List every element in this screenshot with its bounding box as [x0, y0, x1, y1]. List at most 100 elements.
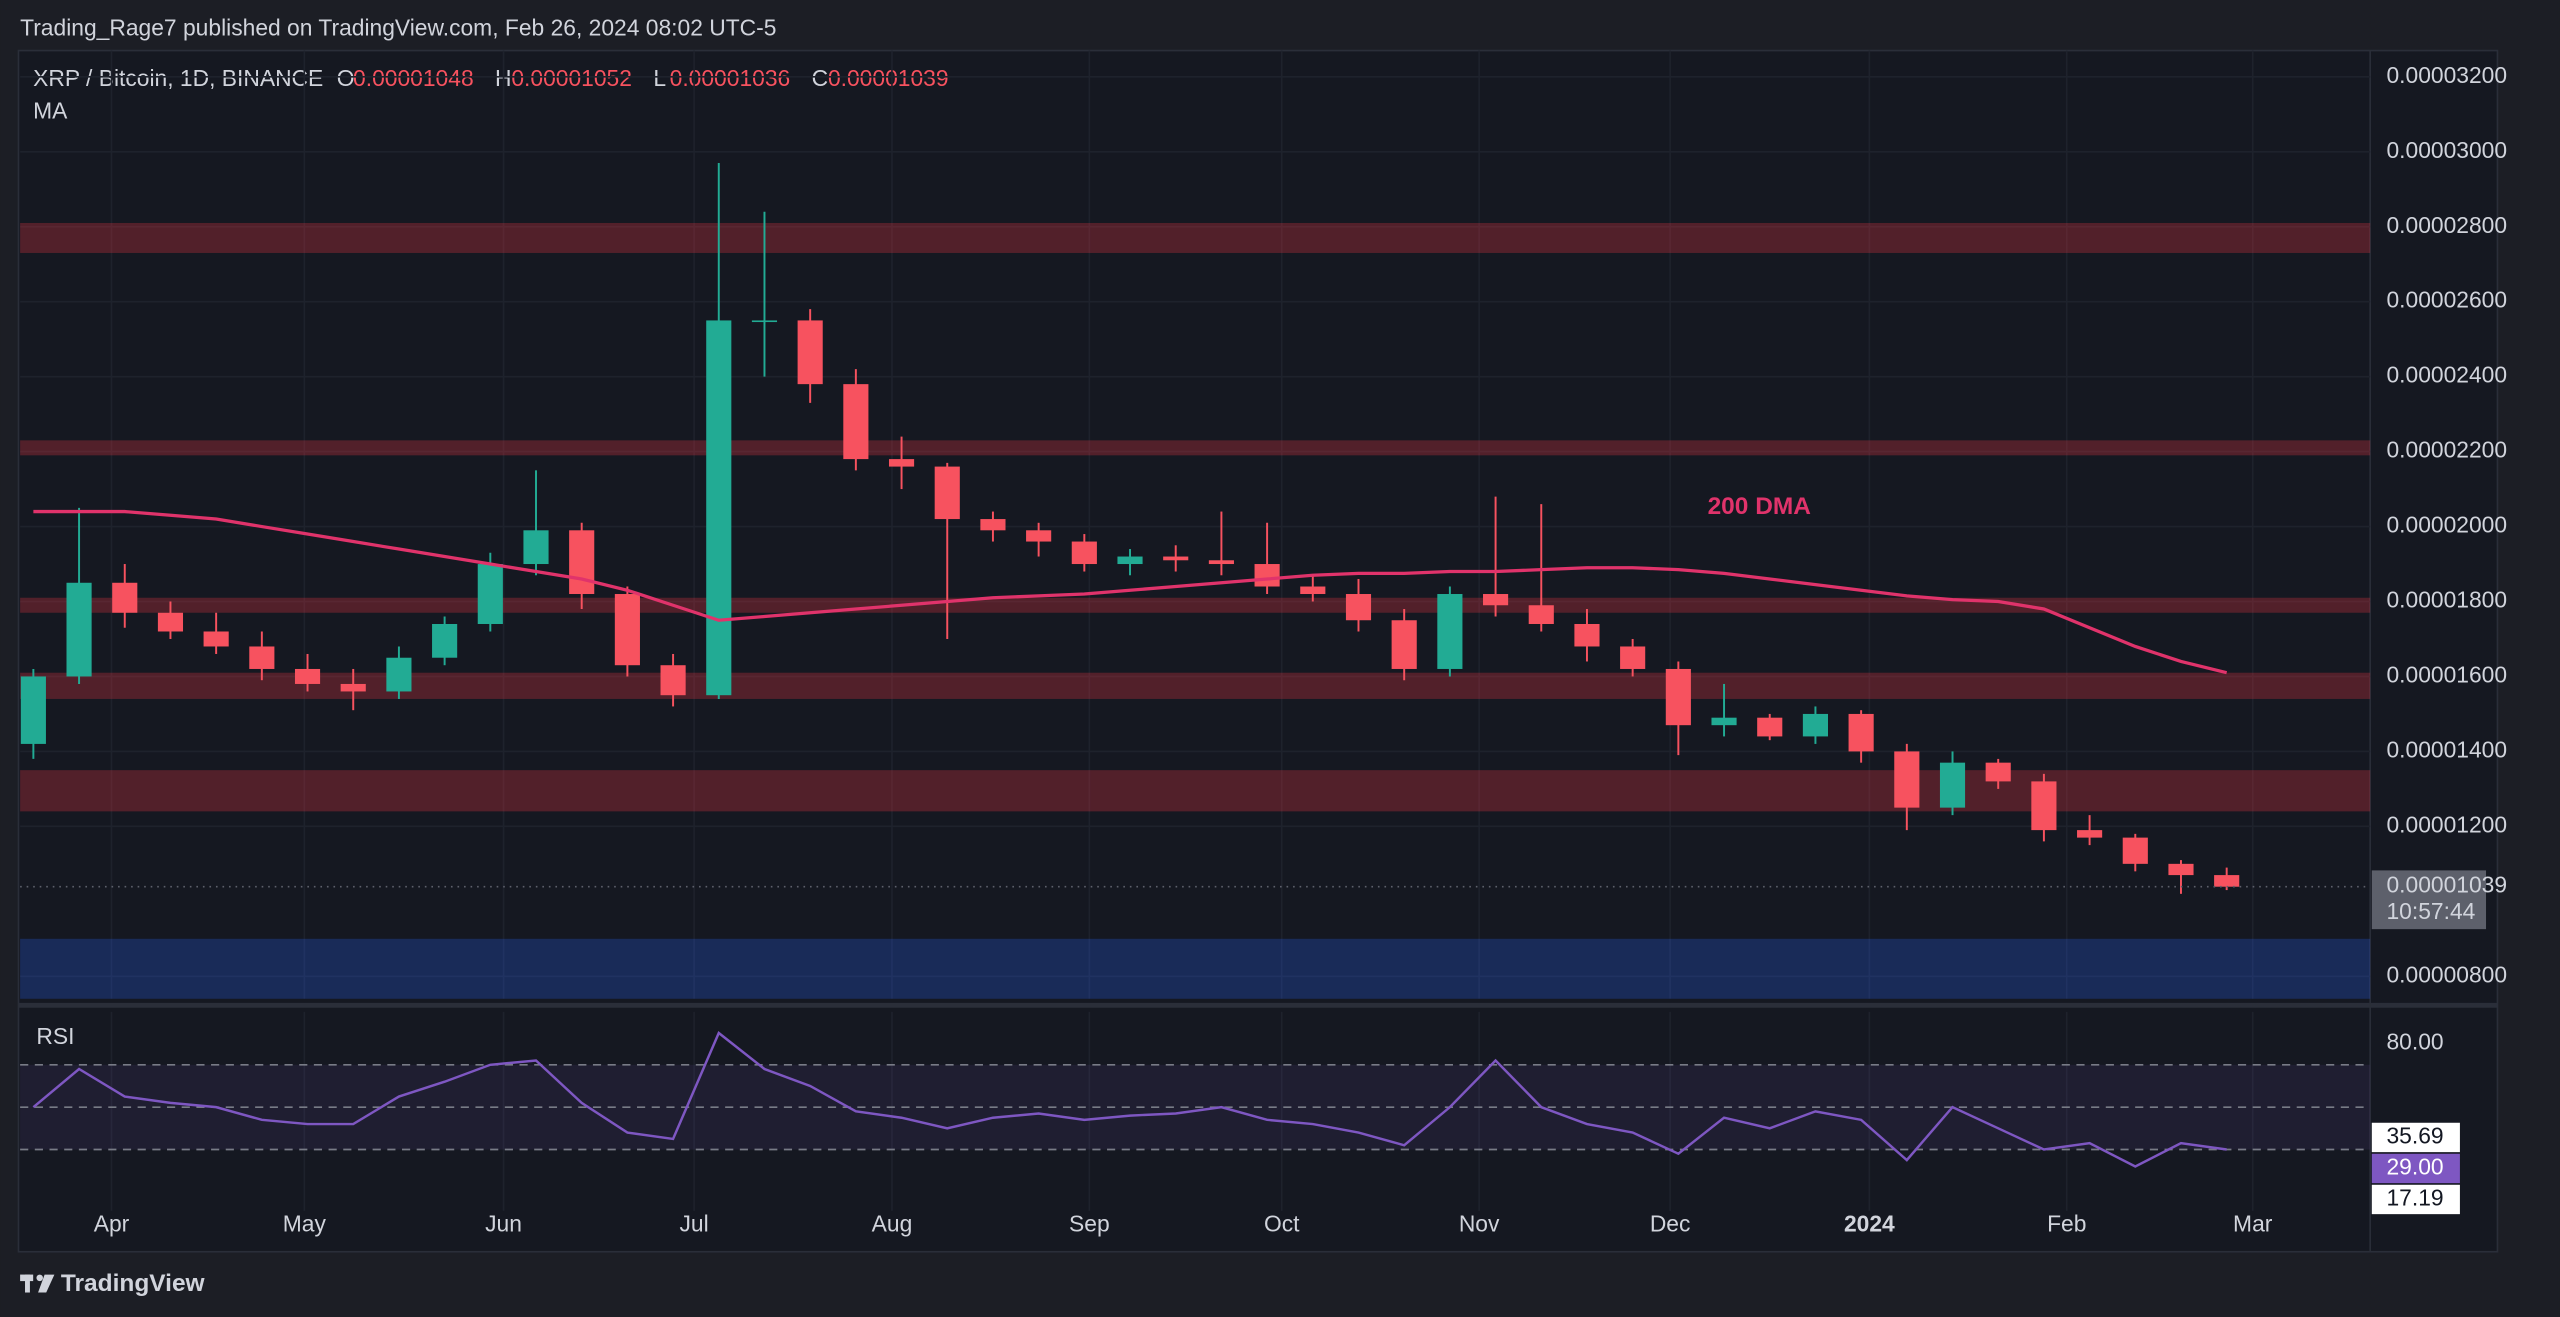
legend-ohlc-value: 0.00001052 [511, 65, 632, 91]
rsi-tick-label: 80.00 [2386, 1029, 2443, 1055]
candle-body [2031, 781, 2057, 831]
candle-body [980, 519, 1006, 531]
rsi-marker-label: 17.19 [2386, 1184, 2443, 1210]
y-tick-label: 0.00003200 [2386, 62, 2507, 88]
rsi-marker [2371, 1122, 2460, 1153]
candle-body [888, 459, 915, 467]
candle-body [157, 612, 184, 632]
y-tick-label: 0.00002400 [2386, 362, 2507, 388]
price-zone [20, 222, 2371, 253]
x-tick-label: Dec [1650, 1211, 1691, 1237]
candle-body [1848, 713, 1874, 752]
x-tick-label: Feb [2047, 1211, 2086, 1237]
candle-body [797, 320, 823, 385]
candle-body [1985, 762, 2011, 782]
x-tick-label: Jul [680, 1211, 709, 1237]
candle-body [432, 623, 458, 658]
header-text: Trading_Rage7 published on TradingView.c… [20, 14, 776, 40]
x-tick-label: May [283, 1211, 327, 1237]
y-tick-label: 0.00002600 [2386, 287, 2507, 313]
brand: TradingView [61, 1270, 206, 1297]
candle-body [1711, 717, 1737, 726]
chart-frame [17, 49, 2499, 1253]
candle-body [1574, 623, 1600, 647]
candle-body [2168, 863, 2194, 876]
candle-body [1528, 605, 1554, 624]
legend-ohlc-letter: L [653, 65, 666, 91]
x-tick-label: Oct [1264, 1211, 1300, 1237]
candle-body [843, 384, 869, 460]
candle-body [751, 320, 778, 323]
symbol-title: XRP / Bitcoin, 1D, BINANCE [33, 65, 323, 91]
candle-body [934, 466, 960, 520]
candle-body [1254, 564, 1280, 587]
price-zone [20, 938, 2371, 999]
y-tick-label: 0.00001200 [2386, 811, 2507, 837]
rsi-line [32, 1031, 2227, 1168]
ma-annotation: 200 DMA [1708, 493, 1812, 520]
candle-body [249, 646, 275, 669]
candle-body [20, 676, 46, 744]
candle-body [614, 594, 640, 666]
candle-body [1894, 751, 1920, 808]
y-tick-label: 0.00003000 [2386, 137, 2507, 163]
candle-body [477, 564, 503, 624]
candle-body [294, 668, 321, 684]
candle-body [1802, 713, 1828, 737]
x-tick-label: Apr [94, 1211, 130, 1237]
candle-body [1345, 594, 1372, 621]
legend-ohlc-letter: O [337, 65, 355, 91]
y-tick-label: 0.00001400 [2386, 736, 2507, 762]
candle-body [1757, 717, 1783, 737]
y-tick-label: 0.00002200 [2386, 437, 2507, 463]
rsi-marker [2371, 1153, 2460, 1184]
x-tick-label: Sep [1069, 1211, 1110, 1237]
price-zone [20, 597, 2371, 613]
x-tick-label: Mar [2233, 1211, 2273, 1237]
x-tick-label: Aug [872, 1211, 913, 1237]
candle-body [1437, 594, 1463, 669]
legend-ohlc-value: 0.00001036 [670, 65, 791, 91]
candle-body [1071, 541, 1097, 565]
candle-body [2077, 830, 2103, 838]
candle-body [660, 665, 686, 696]
candle-body [1939, 762, 1966, 808]
brand-logo [20, 1274, 55, 1293]
candle-body [1483, 594, 1509, 606]
candle-body [386, 657, 412, 692]
candle-body [112, 582, 138, 613]
moving-average [33, 509, 2228, 675]
legend-ohlc-value: 0.00001039 [828, 65, 949, 91]
candle-body [523, 530, 549, 565]
candle-body [1620, 646, 1646, 669]
candle-body [340, 683, 366, 692]
candle-body [569, 530, 595, 595]
price-zone [20, 440, 2371, 456]
candle-body [1300, 586, 1326, 595]
legend-ohlc-letter: C [812, 65, 829, 91]
candle-body [1117, 556, 1143, 565]
candle-body [203, 631, 229, 647]
y-tick-label: 0.00002000 [2386, 512, 2507, 538]
rsi-marker-label: 29.00 [2386, 1153, 2443, 1179]
price-tag-countdown: 10:57:44 [2386, 898, 2475, 924]
y-tick-label: 0.00001800 [2386, 587, 2507, 613]
x-tick-label: Jun [485, 1211, 522, 1237]
candle-body [2122, 837, 2148, 864]
candle-body [2214, 875, 2240, 887]
candle-body [1665, 668, 1691, 726]
rsi-marker [2371, 1184, 2460, 1215]
y-tick-label: 0.00000800 [2386, 961, 2507, 987]
price-tag [2371, 870, 2487, 930]
candle-body [1026, 530, 1052, 542]
indicator-label: MA [33, 98, 68, 124]
x-tick-label: 2024 [1844, 1211, 1895, 1237]
candle-body [1391, 620, 1417, 669]
x-tick-label: Nov [1459, 1211, 1500, 1237]
price-tag-value: 0.00001039 [2386, 872, 2507, 898]
rsi-label: RSI [36, 1023, 74, 1049]
candle-body [1208, 560, 1234, 565]
candle-body [1163, 556, 1189, 561]
